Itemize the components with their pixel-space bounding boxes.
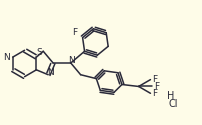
Text: S: S	[36, 48, 42, 57]
Text: N: N	[3, 53, 10, 62]
Text: N: N	[46, 68, 53, 77]
Text: F: F	[152, 75, 157, 84]
Text: Cl: Cl	[167, 99, 177, 109]
Text: F: F	[152, 89, 157, 98]
Text: N: N	[68, 56, 75, 64]
Text: F: F	[72, 28, 77, 37]
Text: H: H	[167, 91, 174, 101]
Text: F: F	[154, 82, 159, 91]
